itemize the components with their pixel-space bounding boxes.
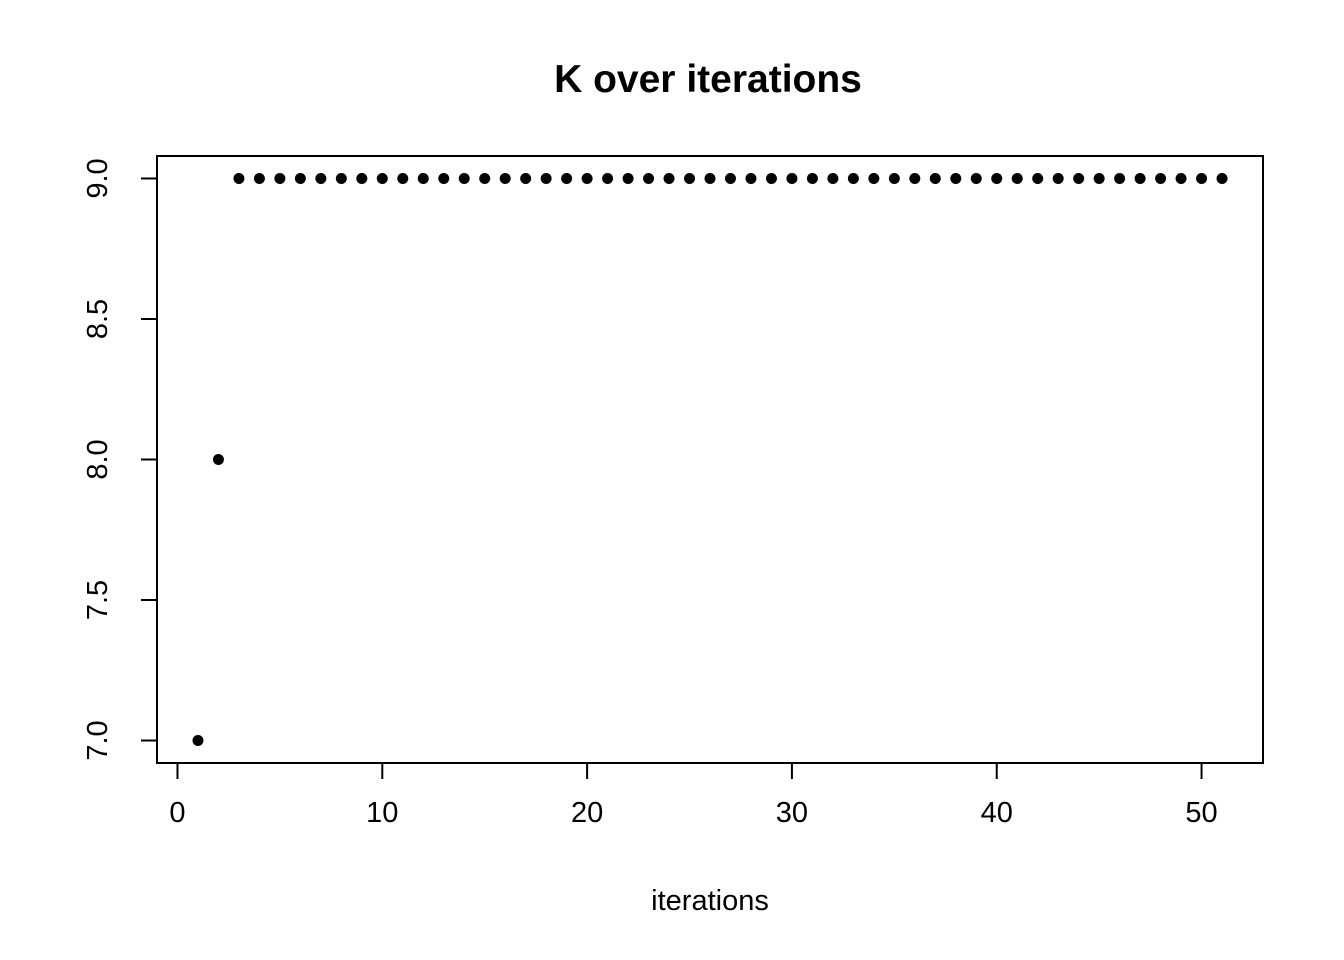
x-tick-label: 0 bbox=[169, 797, 185, 829]
data-point bbox=[1114, 172, 1126, 184]
x-tick-label: 10 bbox=[366, 797, 398, 829]
data-point bbox=[724, 172, 736, 184]
x-tick-label: 30 bbox=[776, 797, 808, 829]
y-tick-label: 8.5 bbox=[82, 299, 114, 339]
data-point bbox=[1134, 172, 1146, 184]
data-point bbox=[909, 172, 921, 184]
data-point bbox=[274, 172, 286, 184]
data-point bbox=[356, 172, 368, 184]
data-point bbox=[806, 172, 818, 184]
data-point bbox=[1032, 172, 1044, 184]
data-point bbox=[335, 172, 347, 184]
data-point bbox=[315, 172, 327, 184]
data-point bbox=[233, 172, 245, 184]
data-point bbox=[1175, 172, 1187, 184]
data-point bbox=[929, 172, 941, 184]
data-point bbox=[663, 172, 675, 184]
data-point bbox=[1093, 172, 1105, 184]
data-point bbox=[561, 172, 573, 184]
data-point bbox=[417, 172, 429, 184]
data-point bbox=[1011, 172, 1023, 184]
data-point bbox=[602, 172, 614, 184]
data-point bbox=[581, 172, 593, 184]
x-tick-label: 40 bbox=[981, 797, 1013, 829]
data-point bbox=[1073, 172, 1085, 184]
y-tick-label: 7.0 bbox=[82, 720, 114, 760]
data-point bbox=[684, 172, 696, 184]
data-point bbox=[520, 172, 532, 184]
y-tick-label: 8.0 bbox=[82, 439, 114, 479]
data-point bbox=[397, 172, 409, 184]
data-point bbox=[868, 172, 880, 184]
x-tick-label: 50 bbox=[1185, 797, 1217, 829]
plot-border bbox=[156, 155, 1264, 764]
data-point bbox=[479, 172, 491, 184]
data-point bbox=[253, 172, 265, 184]
data-point bbox=[950, 172, 962, 184]
plot-area: 0 10 20 30 40 50 7.0 7.5 8.0 8.5 9.0 bbox=[82, 155, 1264, 829]
data-point bbox=[1155, 172, 1167, 184]
data-point bbox=[1196, 172, 1208, 184]
data-point bbox=[888, 172, 900, 184]
data-point bbox=[827, 172, 839, 184]
chart-title: K over iterations bbox=[554, 58, 862, 101]
data-point bbox=[1052, 172, 1064, 184]
x-tick-label: 20 bbox=[571, 797, 603, 829]
data-point bbox=[192, 735, 204, 747]
x-axis-label: iterations bbox=[651, 885, 769, 917]
y-tick-label: 7.5 bbox=[82, 580, 114, 620]
data-point bbox=[970, 172, 982, 184]
data-point bbox=[765, 172, 777, 184]
data-point bbox=[786, 172, 798, 184]
data-point bbox=[745, 172, 757, 184]
data-point bbox=[438, 172, 450, 184]
data-point bbox=[499, 172, 511, 184]
data-point bbox=[212, 454, 224, 465]
data-point bbox=[991, 172, 1003, 184]
data-point bbox=[376, 172, 388, 184]
data-point bbox=[458, 172, 470, 184]
y-tick-label: 9.0 bbox=[82, 158, 114, 198]
data-point bbox=[1216, 172, 1228, 184]
data-point bbox=[540, 172, 552, 184]
data-point bbox=[704, 172, 716, 184]
data-point bbox=[643, 172, 655, 184]
data-point bbox=[847, 172, 859, 184]
data-point bbox=[622, 172, 634, 184]
data-point bbox=[294, 172, 306, 184]
